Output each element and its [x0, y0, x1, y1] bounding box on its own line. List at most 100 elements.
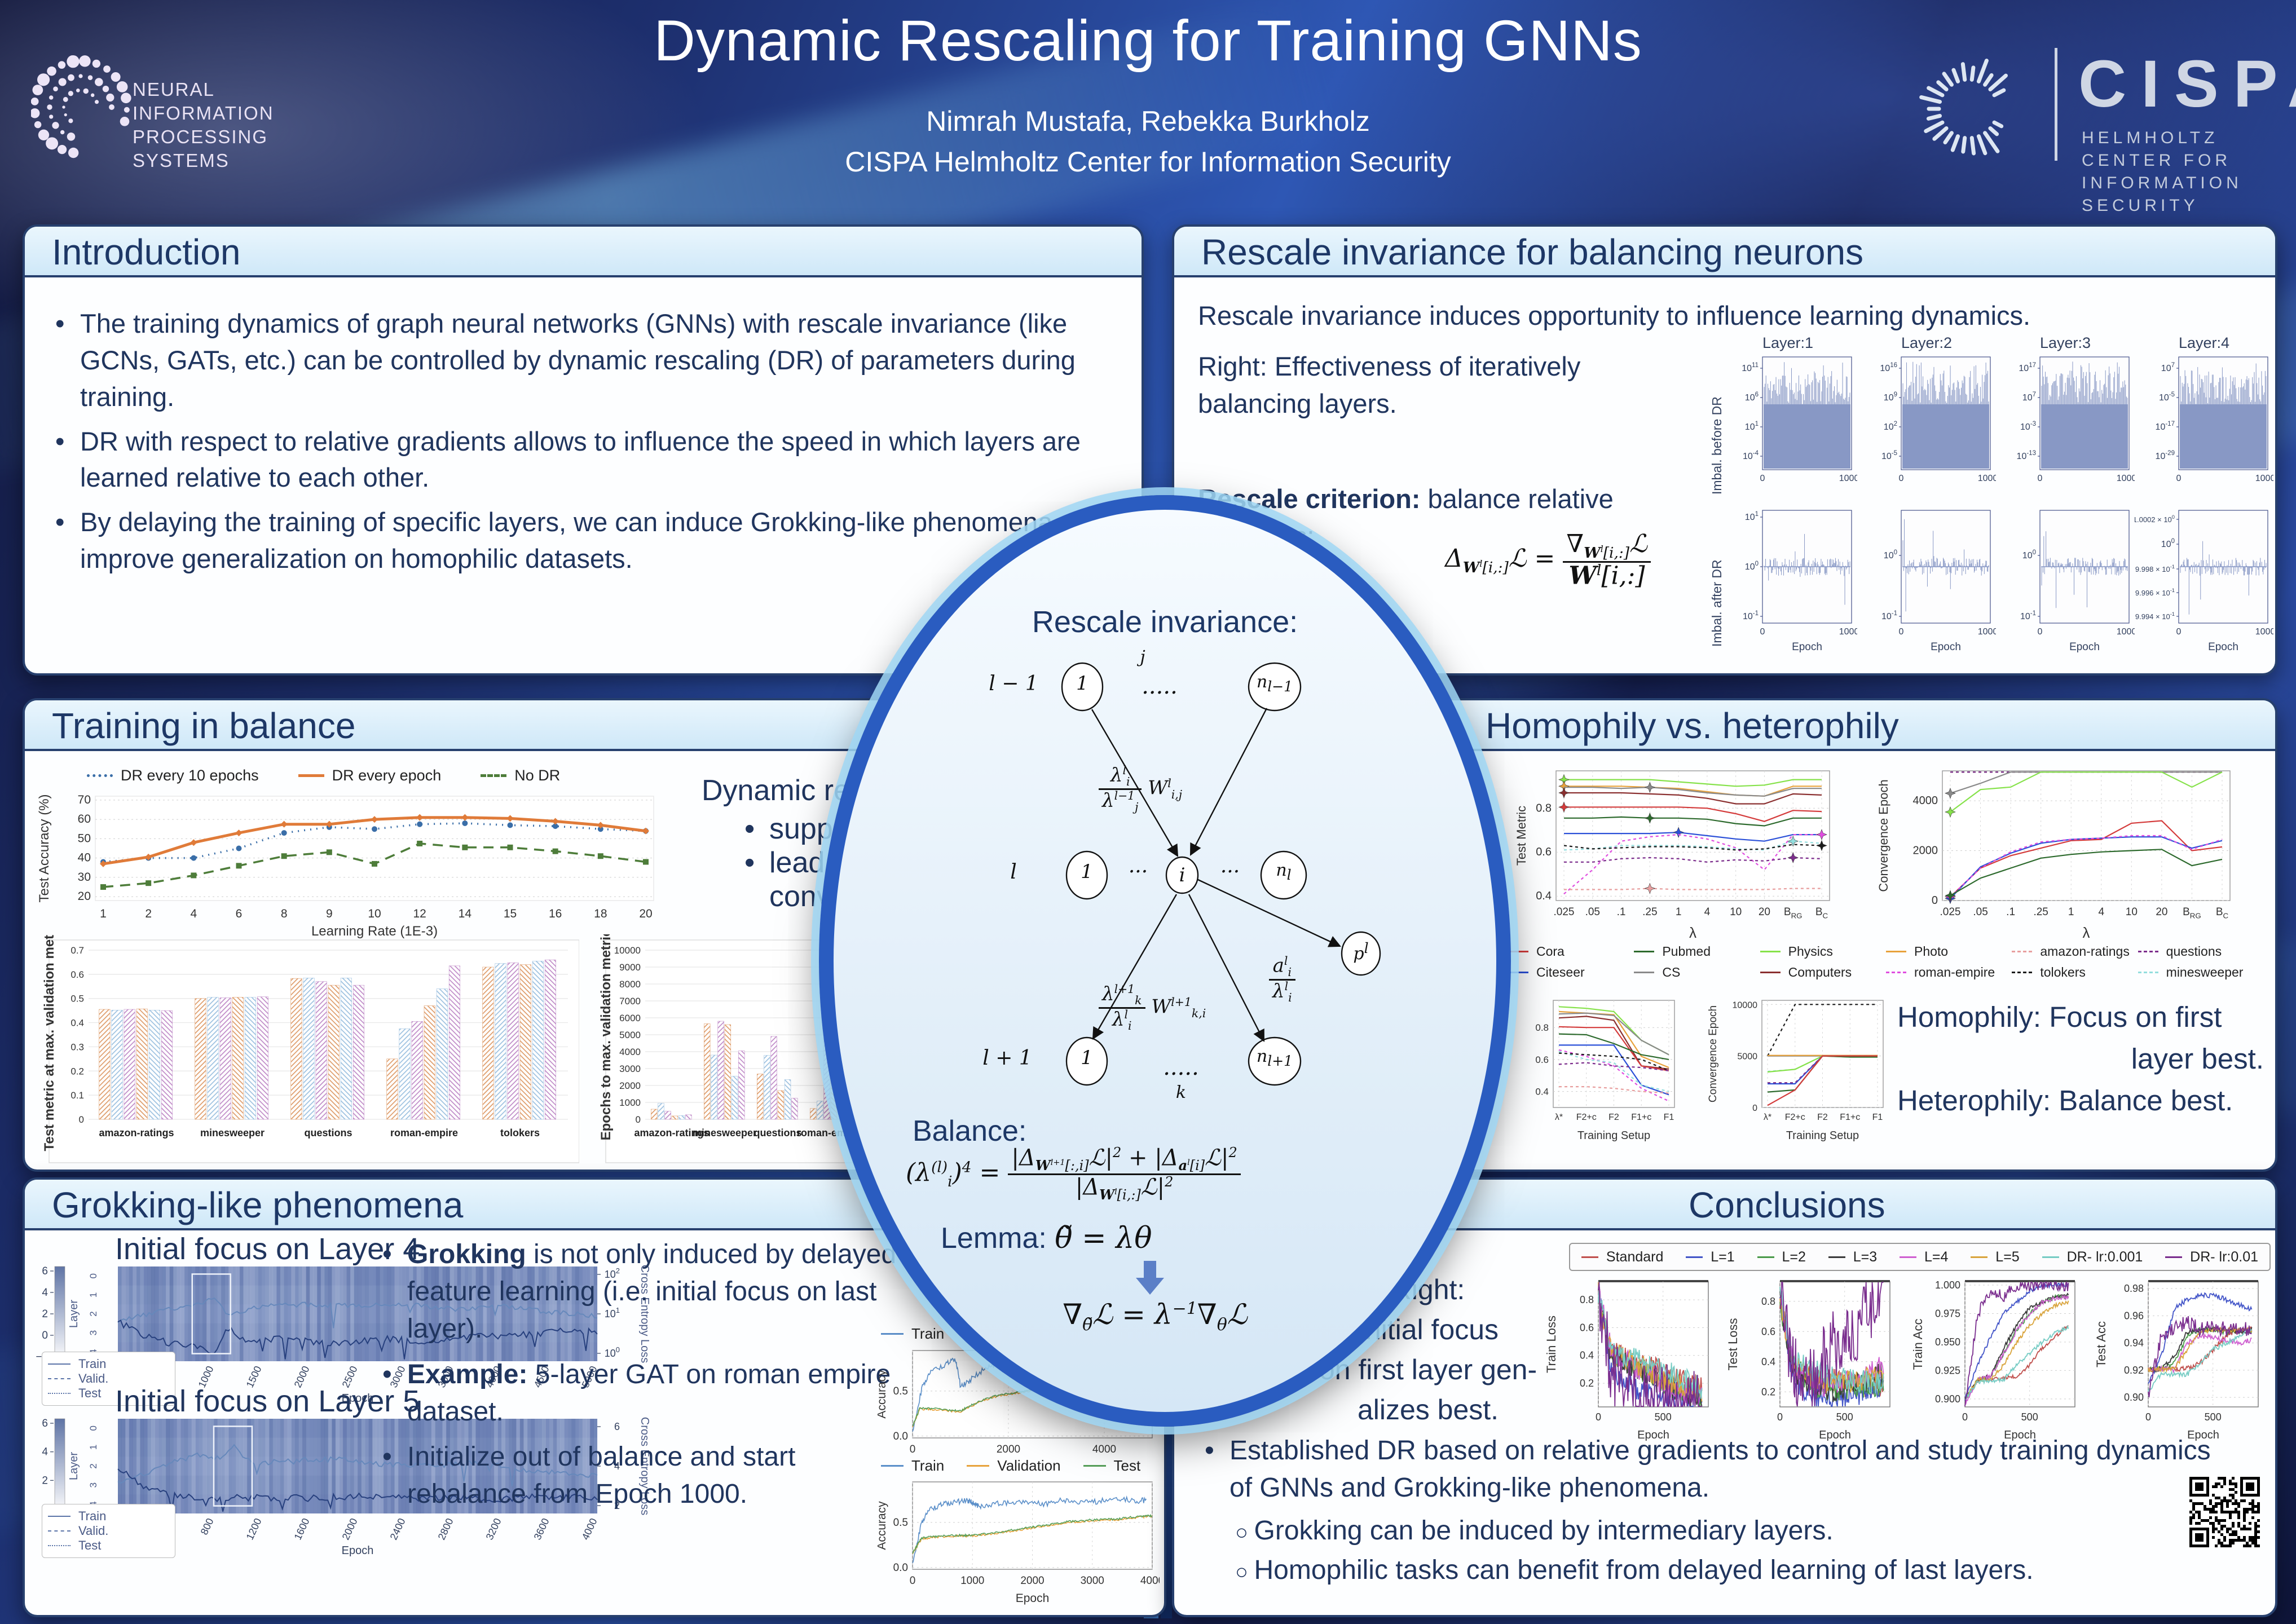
edge-label-bottom: λl+1k λli Wl+1k,i [1099, 983, 1206, 1032]
svg-text:2000: 2000 [1020, 1575, 1044, 1587]
legend-line-sample [1083, 1465, 1106, 1467]
legend-line-sample [298, 774, 324, 777]
legend-item: Test [48, 1386, 169, 1401]
legend-item: Test [48, 1538, 169, 1553]
svg-text:Train Loss: Train Loss [1546, 1316, 1558, 1373]
svg-text:2000: 2000 [1913, 845, 1938, 857]
svg-text:Learning Rate (1E-3): Learning Rate (1E-3) [311, 924, 438, 939]
homophily-note: Homophily: Focus on first layer best. He… [1897, 996, 2264, 1122]
legend-line-sample [1760, 972, 1781, 973]
legend-item: L=5 [1971, 1249, 2020, 1265]
svg-text:2: 2 [145, 907, 152, 920]
svg-text:10-5: 10-5 [2159, 391, 2175, 403]
svg-text:Layer: Layer [68, 1300, 80, 1328]
svg-text:10000: 10000 [1733, 1000, 1758, 1010]
svg-text:10000: 10000 [1978, 474, 1996, 483]
svg-text:10-3: 10-3 [2020, 421, 2036, 432]
cispa-ring-icon [1919, 59, 2008, 156]
chart-imbalance-after-layer4: 1.0002 × 100 100 9.998 × 10-1 9.996 × 10-1 9… [2135, 510, 2273, 653]
neurips-logo: NEURAL INFORMATION PROCESSING SYSTEMS [30, 23, 324, 180]
legend-item: Test [1083, 1457, 1140, 1475]
legend-item: L=4 [1900, 1249, 1948, 1265]
legend-line-sample [2042, 1256, 2059, 1258]
svg-text:60: 60 [78, 813, 91, 826]
svg-text:0.94: 0.94 [2124, 1338, 2144, 1349]
legend-line-sample [1634, 972, 1655, 973]
lr-chart-legend: DR every 10 epochs DR every epoch No DR [87, 767, 560, 784]
svg-text:0: 0 [2176, 474, 2182, 483]
legend-line-sample [48, 1378, 70, 1379]
svg-text:F1+c: F1+c [1840, 1113, 1860, 1122]
svg-text:10-29: 10-29 [2156, 450, 2175, 461]
svg-text:0.98: 0.98 [2124, 1283, 2144, 1294]
svg-text:0: 0 [1760, 627, 1765, 637]
svg-text:500: 500 [2205, 1411, 2222, 1423]
svg-text:.1: .1 [2006, 906, 2015, 918]
legend-line-sample [1971, 1256, 1988, 1258]
accuracy2-legend: Train Validation Test [881, 1457, 1163, 1475]
chart-setup-convergence: 0 5000 10000 λ* F2+c F2 F1+c F1 Training Setup Co… [1708, 1000, 1884, 1142]
svg-text:0: 0 [636, 1114, 641, 1125]
svg-text:1017: 1017 [2019, 362, 2036, 373]
layer-title: Layer:1 [1762, 334, 1814, 351]
svg-text:0: 0 [1899, 627, 1904, 637]
svg-text:0.900: 0.900 [1935, 1393, 1960, 1405]
svg-text:0.4: 0.4 [70, 1018, 84, 1029]
conclusions-sub-bullet: ○ Grokking can be induced by intermediar… [1235, 1516, 1834, 1546]
legend-line-sample [1828, 1256, 1845, 1258]
svg-text:2: 2 [42, 1475, 48, 1486]
legend-item: Valid. [48, 1524, 169, 1538]
svg-text:0: 0 [1760, 474, 1765, 483]
svg-text:106: 106 [1745, 391, 1759, 403]
svg-text:0.0: 0.0 [893, 1431, 908, 1442]
svg-text:12: 12 [413, 907, 426, 920]
svg-text:0.90: 0.90 [2124, 1392, 2144, 1403]
chart-imbalance-before-layer4: 107 10-5 10-17 10-29 0 10000 [2156, 356, 2273, 483]
svg-text:10: 10 [1730, 906, 1742, 918]
svg-text:F2: F2 [1817, 1113, 1828, 1122]
chart-imbalance-after-layer2: 100 10-10 10000 Epoch [1881, 510, 1996, 653]
conclusions-sub-bullet: ○ Homophilic tasks can benefit from dela… [1235, 1555, 2034, 1585]
svg-text:20: 20 [78, 890, 91, 903]
conclusions-note: Right: Initial focus on first layer gen-… [1315, 1270, 1541, 1430]
legend-line-sample [1581, 1256, 1598, 1258]
legend-item: Train [881, 1325, 944, 1343]
svg-text:Accuracy: Accuracy [878, 1501, 888, 1550]
svg-text:0: 0 [2176, 627, 2182, 637]
svg-text:λ*: λ* [1555, 1113, 1563, 1122]
svg-text:500: 500 [2021, 1411, 2038, 1423]
panel-rescale-invariance: Rescale invariance for balancing neurons… [1172, 224, 2277, 676]
svg-text:50: 50 [78, 832, 91, 845]
svg-text:F1: F1 [1664, 1113, 1674, 1122]
svg-text:0.5: 0.5 [70, 994, 84, 1004]
balance-equation: (λ(l)i)4 = |ΔWl+1[:,i]ℒ|2 + |Δal[i]ℒ|2 |Δ… [906, 1145, 1442, 1203]
svg-text:BC: BC [2216, 906, 2229, 920]
svg-text:.025: .025 [1554, 906, 1575, 918]
svg-text:0.3: 0.3 [70, 1042, 84, 1052]
svg-text:Train Acc: Train Acc [1913, 1319, 1925, 1370]
svg-text:20: 20 [1759, 906, 1770, 918]
legend-line-sample [48, 1393, 70, 1394]
svg-text:2000: 2000 [619, 1080, 641, 1091]
legend-line-sample [2138, 951, 2158, 952]
legend-item: L=3 [1828, 1249, 1877, 1265]
layer-title: Layer:4 [2178, 334, 2230, 351]
poster-title: Dynamic Rescaling for Training GNNs [654, 8, 1642, 73]
svg-text:0.96: 0.96 [2124, 1310, 2144, 1321]
poster-authors: Nimrah Mustafa, Rebekka Burkholz [926, 105, 1370, 137]
svg-text:2: 2 [42, 1308, 48, 1320]
svg-text:Test metric at max. validation: Test metric at max. validation metric [42, 934, 57, 1151]
svg-text:roman-empire: roman-empire [390, 1127, 458, 1138]
svg-text:2: 2 [88, 1311, 99, 1316]
legend-item: Standard [1581, 1249, 1663, 1265]
svg-text:4: 4 [1704, 906, 1711, 918]
svg-text:0.8: 0.8 [1580, 1294, 1594, 1305]
grokking-sub1: Initial focus on Layer 4 [115, 1232, 420, 1266]
chart-imbalance-before-layer2: 1016 109 102 10-5 0 10000 [1880, 356, 1996, 483]
heat1-legend: Train Valid. Test [42, 1352, 175, 1406]
svg-text:16: 16 [549, 907, 562, 920]
svg-text:10-13: 10-13 [2017, 450, 2036, 461]
